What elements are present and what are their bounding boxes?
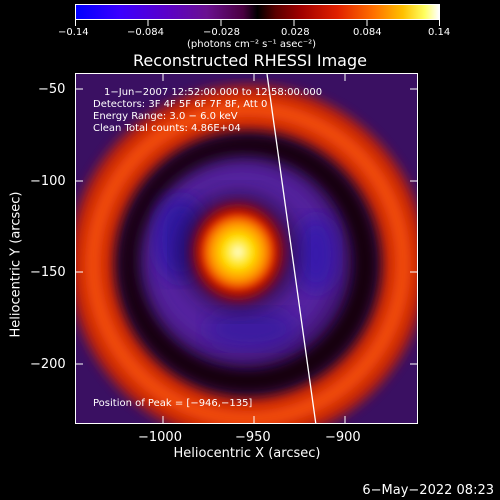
rhessi-image <box>75 73 418 424</box>
render-timestamp: 6−May−2022 08:23 <box>362 483 494 498</box>
colorbar-units: (photons cm⁻² s⁻¹ asec⁻²) <box>187 39 317 50</box>
colorbar <box>75 4 440 20</box>
y-tick-label: −200 <box>30 357 66 372</box>
colorbar-tick-label: −0.028 <box>203 27 241 38</box>
x-axis-label: Heliocentric X (arcsec) <box>173 446 321 461</box>
peak-position-text: Position of Peak = [−946,−135] <box>93 398 253 409</box>
colorbar-ticks <box>75 20 440 26</box>
y-tick-label: −150 <box>30 265 66 280</box>
info-line-time: 1−Jun−2007 12:52:00.000 to 12:58:00.000 <box>104 87 323 98</box>
y-axis-label: Heliocentric Y (arcsec) <box>8 191 24 338</box>
x-tick-label: −900 <box>325 430 361 445</box>
info-line-energy: Energy Range: 3.0 − 6.0 keV <box>93 111 238 122</box>
y-tick-label: −50 <box>38 82 66 97</box>
info-line-detectors: Detectors: 3F 4F 5F 6F 7F 8F, Att 0 <box>93 99 268 110</box>
colorbar-tick-label: 0.084 <box>353 27 382 38</box>
colorbar-tick-label: 0.14 <box>428 27 451 38</box>
plot-title: Reconstructed RHESSI Image <box>133 51 367 70</box>
colorbar-tick-label: 0.028 <box>281 27 310 38</box>
colorbar-tick-label: −0.084 <box>127 27 165 38</box>
info-line-counts: Clean Total counts: 4.86E+04 <box>93 123 241 134</box>
rhessi-image-canvas <box>76 74 417 423</box>
y-tick-label: −100 <box>30 174 66 189</box>
x-tick-label: −1000 <box>138 430 182 445</box>
colorbar-tick-label: −0.14 <box>58 27 89 38</box>
x-tick-label: −950 <box>235 430 271 445</box>
